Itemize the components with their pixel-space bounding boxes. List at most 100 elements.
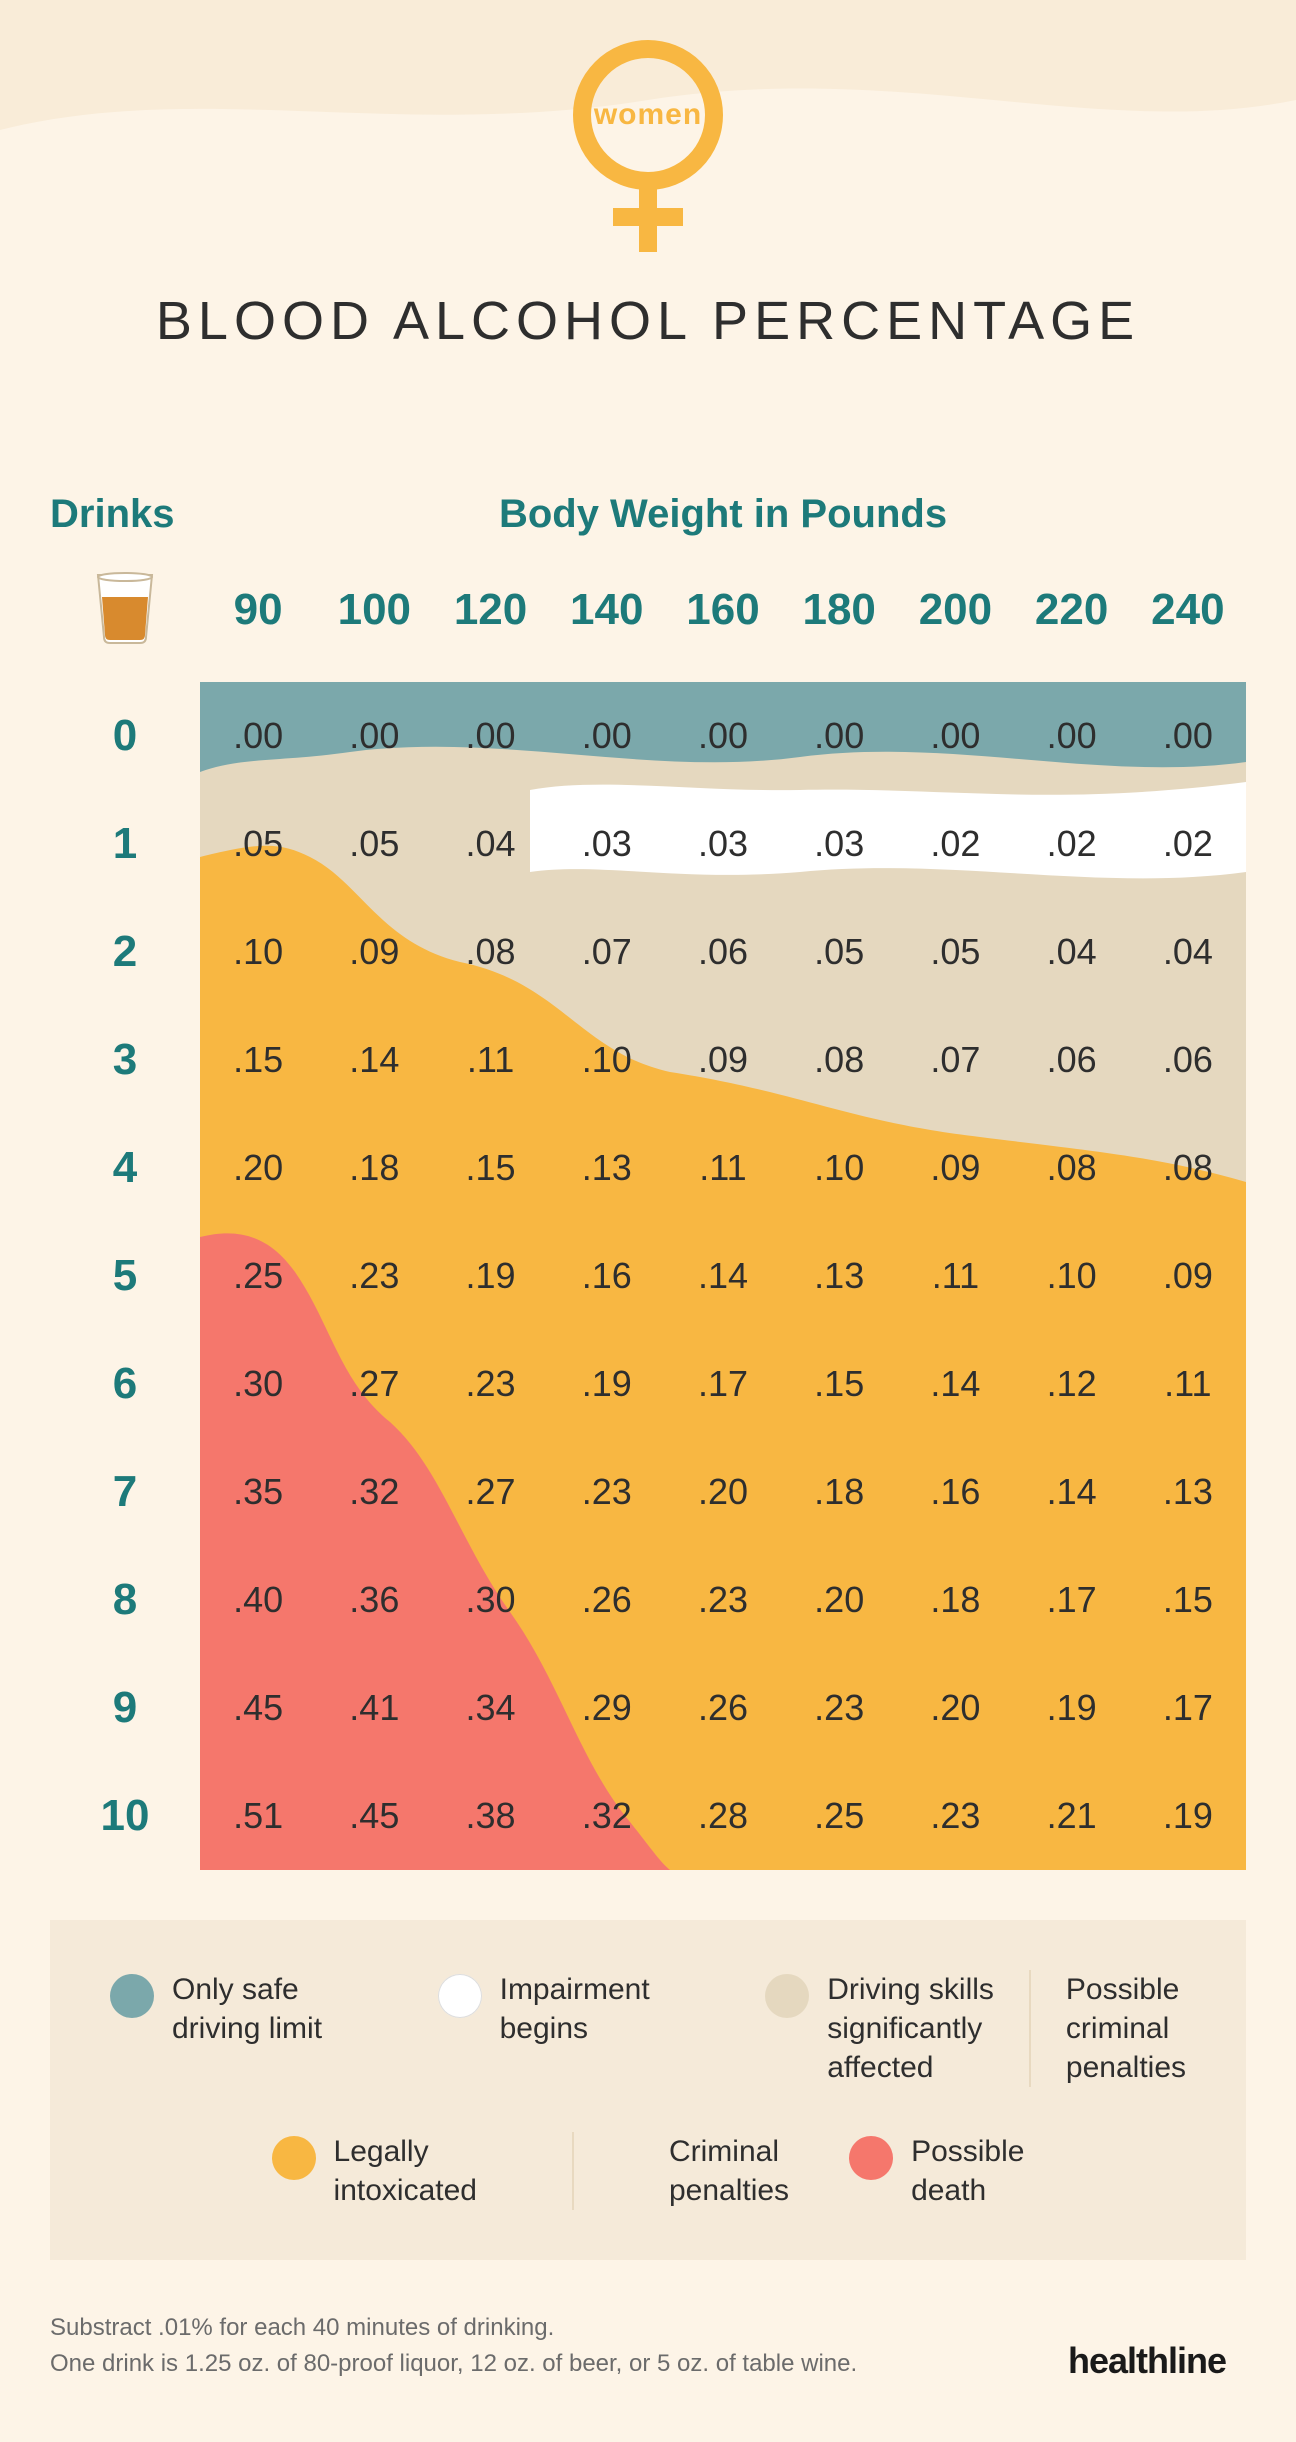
- table-row: 7.35.32.27.23.20.18.16.14.13: [50, 1438, 1246, 1546]
- bac-value: .36: [316, 1579, 432, 1621]
- bac-value: .16: [897, 1471, 1013, 1513]
- bac-value: .19: [1014, 1687, 1130, 1729]
- weight-column-header: 240: [1130, 585, 1246, 635]
- column-labels: Drinks Body Weight in Pounds: [50, 492, 1246, 537]
- bac-value: .34: [432, 1687, 548, 1729]
- legend-row-1: Only safedriving limit Impairmentbegins Dr…: [110, 1970, 1186, 2087]
- bac-value: .00: [781, 715, 897, 757]
- bac-value: .03: [665, 823, 781, 865]
- footnote: Substract .01% for each 40 minutes of dr…: [50, 2310, 1246, 2382]
- bac-value: .19: [549, 1363, 665, 1405]
- bac-value: .32: [316, 1471, 432, 1513]
- bac-value: .20: [665, 1471, 781, 1513]
- bac-value: .19: [432, 1255, 548, 1297]
- bac-value: .45: [316, 1795, 432, 1837]
- legend-item: Legallyintoxicated: [272, 2132, 477, 2210]
- bac-value: .07: [549, 931, 665, 973]
- bac-value: .23: [316, 1255, 432, 1297]
- bac-value: .23: [897, 1795, 1013, 1837]
- weight-header-row: 90100120140160180200220240: [50, 567, 1246, 652]
- drinks-count: 0: [50, 711, 200, 761]
- bac-value: .12: [1014, 1363, 1130, 1405]
- bac-value: .15: [1130, 1579, 1246, 1621]
- bac-chart: Drinks Body Weight in Pounds 90100120140…: [50, 492, 1246, 1870]
- female-symbol-icon: women: [573, 40, 723, 190]
- bac-value: .35: [200, 1471, 316, 1513]
- bac-value: .00: [316, 715, 432, 757]
- table-row: 9.45.41.34.29.26.23.20.19.17: [50, 1654, 1246, 1762]
- bac-value: .15: [432, 1147, 548, 1189]
- bac-value: .41: [316, 1687, 432, 1729]
- bac-value: .23: [549, 1471, 665, 1513]
- legend-item: Possibledeath: [849, 2132, 1024, 2210]
- bac-value: .11: [665, 1147, 781, 1189]
- weight-column-header: 160: [665, 585, 781, 635]
- bac-value: .08: [1130, 1147, 1246, 1189]
- legend-item: Only safedriving limit: [110, 1970, 322, 2048]
- bac-value: .17: [665, 1363, 781, 1405]
- bac-value: .18: [897, 1579, 1013, 1621]
- bac-value: .26: [549, 1579, 665, 1621]
- weight-column-header: 90: [200, 585, 316, 635]
- bac-value: .20: [781, 1579, 897, 1621]
- bac-value: .00: [432, 715, 548, 757]
- bac-value: .09: [897, 1147, 1013, 1189]
- table-row: 10.51.45.38.32.28.25.23.21.19: [50, 1762, 1246, 1870]
- legend-separator: [1029, 1970, 1031, 2087]
- legend-text: Legallyintoxicated: [334, 2132, 477, 2210]
- bac-value: .25: [200, 1255, 316, 1297]
- legend-swatch: [765, 1974, 809, 2018]
- bac-value: .13: [1130, 1471, 1246, 1513]
- bac-value: .08: [1014, 1147, 1130, 1189]
- legend-item: Driving skillssignificantlyaffected: [765, 1970, 994, 2087]
- drinks-count: 4: [50, 1143, 200, 1193]
- bac-value: .40: [200, 1579, 316, 1621]
- bac-value: .04: [1014, 931, 1130, 973]
- bac-value: .13: [781, 1255, 897, 1297]
- whiskey-glass-icon: [90, 567, 160, 652]
- bac-value: .00: [665, 715, 781, 757]
- bac-value: .27: [316, 1363, 432, 1405]
- bac-value: .00: [549, 715, 665, 757]
- bac-value: .05: [200, 823, 316, 865]
- bac-value: .18: [781, 1471, 897, 1513]
- drink-glass-cell: [50, 567, 200, 652]
- bac-value: .14: [665, 1255, 781, 1297]
- legend: Only safedriving limit Impairmentbegins Dr…: [50, 1920, 1246, 2260]
- bac-value: .00: [200, 715, 316, 757]
- drinks-count: 7: [50, 1467, 200, 1517]
- bac-value: .15: [781, 1363, 897, 1405]
- weight-column-header: 220: [1014, 585, 1130, 635]
- bac-value: .11: [1130, 1363, 1246, 1405]
- weight-column-header: 180: [781, 585, 897, 635]
- bac-value: .03: [549, 823, 665, 865]
- bac-value: .00: [1130, 715, 1246, 757]
- legend-item: Impairmentbegins: [438, 1970, 650, 2048]
- infographic-page: women BLOOD ALCOHOL PERCENTAGE Drinks Bo…: [0, 0, 1296, 2442]
- page-title: BLOOD ALCOHOL PERCENTAGE: [50, 290, 1246, 352]
- bac-value: .05: [781, 931, 897, 973]
- bac-value: .07: [897, 1039, 1013, 1081]
- bac-value: .08: [781, 1039, 897, 1081]
- bac-value: .14: [897, 1363, 1013, 1405]
- table-row: 0.00.00.00.00.00.00.00.00.00: [50, 682, 1246, 790]
- bac-value: .06: [1130, 1039, 1246, 1081]
- legend-swatch: [438, 1974, 482, 2018]
- footnote-line-2: One drink is 1.25 oz. of 80-proof liquor…: [50, 2346, 1246, 2382]
- bac-value: .30: [432, 1579, 548, 1621]
- drinks-count: 6: [50, 1359, 200, 1409]
- weight-column-header: 100: [316, 585, 432, 635]
- data-grid: 0.00.00.00.00.00.00.00.00.001.05.05.04.0…: [50, 682, 1246, 1870]
- symbol-ring: women: [573, 40, 723, 190]
- table-row: 4.20.18.15.13.11.10.09.08.08: [50, 1114, 1246, 1222]
- brand-logo: healthline: [1068, 2340, 1226, 2382]
- symbol-label: women: [594, 98, 702, 132]
- bac-value: .02: [1130, 823, 1246, 865]
- bac-value: .02: [897, 823, 1013, 865]
- bac-value: .32: [549, 1795, 665, 1837]
- bac-value: .10: [200, 931, 316, 973]
- bac-value: .21: [1014, 1795, 1130, 1837]
- drinks-label: Drinks: [50, 492, 200, 537]
- bac-value: .06: [1014, 1039, 1130, 1081]
- weight-column-header: 200: [897, 585, 1013, 635]
